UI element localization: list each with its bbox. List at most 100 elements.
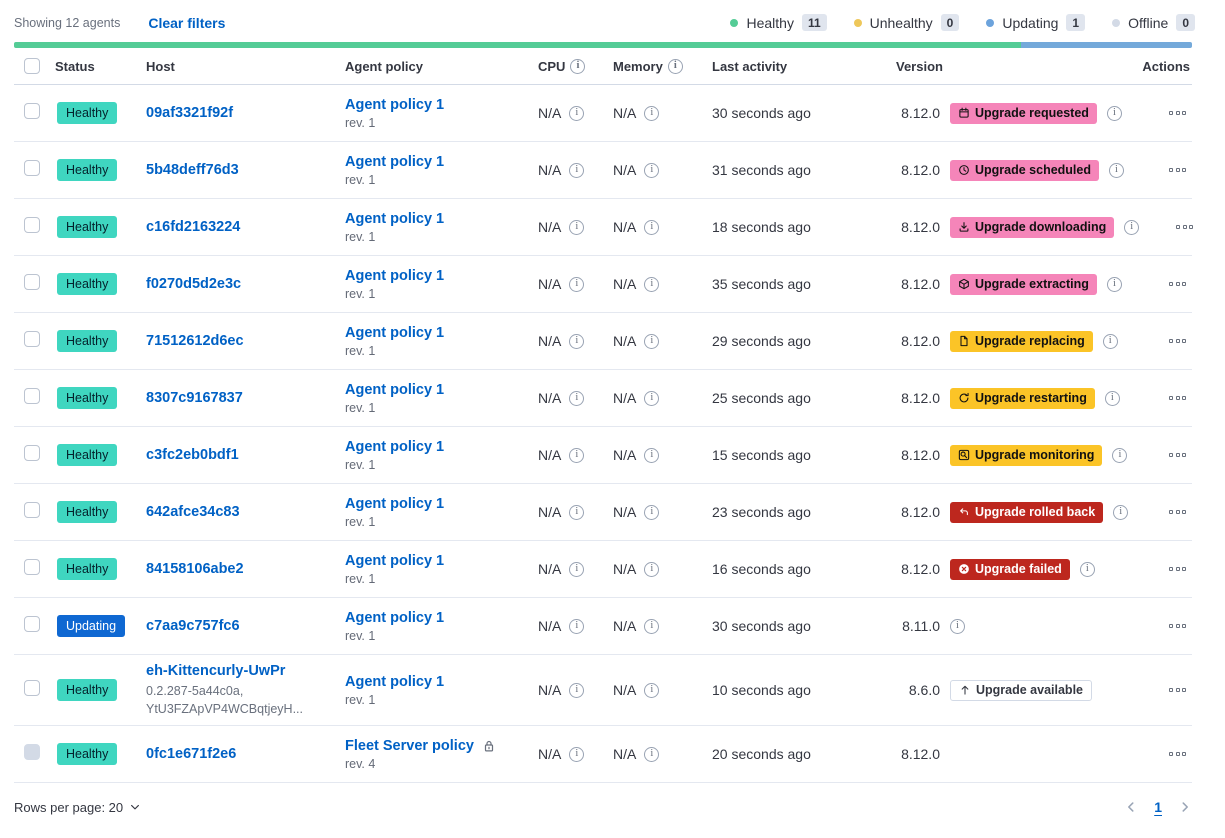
offline-dot-icon: [1112, 18, 1121, 27]
info-icon[interactable]: i: [1113, 504, 1129, 520]
info-icon[interactable]: i: [644, 333, 660, 349]
actions-button[interactable]: [1167, 748, 1188, 760]
health-legend: Healthy 11 Unhealthy 0 Updating 1 Offline 0: [730, 14, 1195, 31]
info-icon[interactable]: i: [569, 447, 585, 463]
host-link[interactable]: eh-Kittencurly-UwPr: [146, 663, 286, 679]
info-icon[interactable]: i: [644, 276, 660, 292]
actions-button[interactable]: [1167, 392, 1188, 404]
info-icon[interactable]: i: [569, 682, 585, 698]
policy-link[interactable]: Agent policy 1: [345, 324, 445, 341]
status-badge: Healthy: [57, 679, 118, 702]
policy-link[interactable]: Agent policy 1: [345, 210, 445, 227]
info-icon[interactable]: i: [644, 162, 660, 178]
host-link[interactable]: 5b48deff76d3: [146, 162, 239, 178]
host-link[interactable]: 0fc1e671f2e6: [146, 746, 237, 763]
info-icon[interactable]: i: [644, 746, 660, 762]
version-value: 8.12.0: [901, 105, 940, 121]
row-checkbox[interactable]: [24, 387, 40, 404]
previous-page-button[interactable]: [1124, 800, 1138, 814]
page-number[interactable]: 1: [1154, 799, 1162, 816]
actions-button[interactable]: [1167, 164, 1188, 176]
actions-button[interactable]: [1167, 335, 1188, 347]
info-icon[interactable]: i: [1109, 162, 1124, 178]
actions-button[interactable]: [1167, 278, 1188, 290]
policy-link[interactable]: Fleet Server policy: [345, 737, 474, 754]
host-link[interactable]: c7aa9c757fc6: [146, 618, 240, 634]
info-icon[interactable]: i: [644, 219, 660, 235]
policy-link[interactable]: Agent policy 1: [345, 673, 445, 690]
policy-link[interactable]: Agent policy 1: [345, 267, 445, 284]
toolbar: Showing 12 agents Clear filters Healthy 1…: [0, 0, 1225, 42]
info-icon[interactable]: i: [644, 618, 660, 634]
info-icon[interactable]: i: [644, 447, 660, 463]
host-link[interactable]: 84158106abe2: [146, 561, 244, 577]
actions-button[interactable]: [1167, 684, 1188, 696]
host-link[interactable]: 8307c9167837: [146, 390, 243, 406]
policy-revision: rev. 1: [345, 343, 376, 358]
row-checkbox[interactable]: [24, 330, 40, 347]
info-icon[interactable]: i: [569, 504, 585, 520]
actions-button[interactable]: [1167, 506, 1188, 518]
info-icon[interactable]: i: [644, 390, 660, 406]
host-link[interactable]: 09af3321f92f: [146, 105, 234, 121]
info-icon[interactable]: i: [1112, 447, 1128, 463]
actions-button[interactable]: [1174, 221, 1195, 233]
info-icon[interactable]: i: [1104, 390, 1120, 406]
row-checkbox[interactable]: [24, 273, 40, 290]
policy-link[interactable]: Agent policy 1: [345, 96, 445, 113]
policy-link[interactable]: Agent policy 1: [345, 609, 445, 626]
host-link[interactable]: 642afce34c83: [146, 504, 240, 520]
policy-link[interactable]: Agent policy 1: [345, 438, 445, 455]
policy-link[interactable]: Agent policy 1: [345, 495, 445, 512]
policy-revision: rev. 4: [345, 756, 376, 771]
row-checkbox[interactable]: [24, 159, 40, 176]
info-icon[interactable]: i: [569, 162, 585, 178]
health-bar: [14, 42, 1192, 48]
info-icon[interactable]: i: [644, 105, 660, 121]
info-icon[interactable]: i: [1106, 105, 1122, 121]
policy-link[interactable]: Agent policy 1: [345, 381, 445, 398]
info-icon[interactable]: i: [644, 504, 660, 520]
info-icon[interactable]: i: [569, 219, 585, 235]
table-row: Healthy 09af3321f92f Agent policy 1 rev. 1 N…: [14, 85, 1192, 142]
row-checkbox[interactable]: [24, 444, 40, 461]
info-icon[interactable]: i: [1102, 333, 1118, 349]
info-icon[interactable]: i: [569, 746, 585, 762]
row-checkbox[interactable]: [24, 501, 40, 518]
host-link[interactable]: c3fc2eb0bdf1: [146, 447, 239, 463]
actions-button[interactable]: [1167, 107, 1188, 119]
info-icon[interactable]: i: [569, 105, 585, 121]
row-checkbox[interactable]: [24, 216, 40, 233]
actions-button[interactable]: [1167, 563, 1188, 575]
info-icon[interactable]: i: [950, 618, 965, 634]
clear-filters-link[interactable]: Clear filters: [148, 14, 226, 31]
info-icon[interactable]: i: [569, 390, 585, 406]
row-checkbox[interactable]: [24, 615, 40, 632]
cpu-cell: N/A i: [538, 618, 613, 634]
info-icon[interactable]: i: [569, 561, 585, 577]
info-icon[interactable]: i: [570, 58, 586, 74]
memory-value: N/A: [613, 390, 637, 406]
info-icon[interactable]: i: [1106, 276, 1122, 292]
info-icon[interactable]: i: [569, 276, 585, 292]
info-icon[interactable]: i: [644, 561, 660, 577]
host-link[interactable]: c16fd2163224: [146, 219, 241, 235]
rows-per-page-button[interactable]: Rows per page: 20: [14, 800, 141, 815]
info-icon[interactable]: i: [1124, 219, 1140, 235]
row-checkbox[interactable]: [24, 558, 40, 575]
row-checkbox[interactable]: [24, 102, 40, 119]
info-icon[interactable]: i: [569, 333, 585, 349]
policy-link[interactable]: Agent policy 1: [345, 552, 445, 569]
info-icon[interactable]: i: [1079, 561, 1095, 577]
host-link[interactable]: 71512612d6ec: [146, 333, 244, 349]
info-icon[interactable]: i: [569, 618, 585, 634]
policy-link[interactable]: Agent policy 1: [345, 153, 445, 170]
info-icon[interactable]: i: [667, 58, 683, 74]
row-checkbox[interactable]: [24, 679, 40, 696]
info-icon[interactable]: i: [644, 682, 660, 698]
select-all-checkbox[interactable]: [24, 58, 40, 74]
host-link[interactable]: f0270d5d2e3c: [146, 276, 242, 292]
next-page-button[interactable]: [1178, 800, 1192, 814]
actions-button[interactable]: [1167, 620, 1188, 632]
actions-button[interactable]: [1167, 449, 1188, 461]
